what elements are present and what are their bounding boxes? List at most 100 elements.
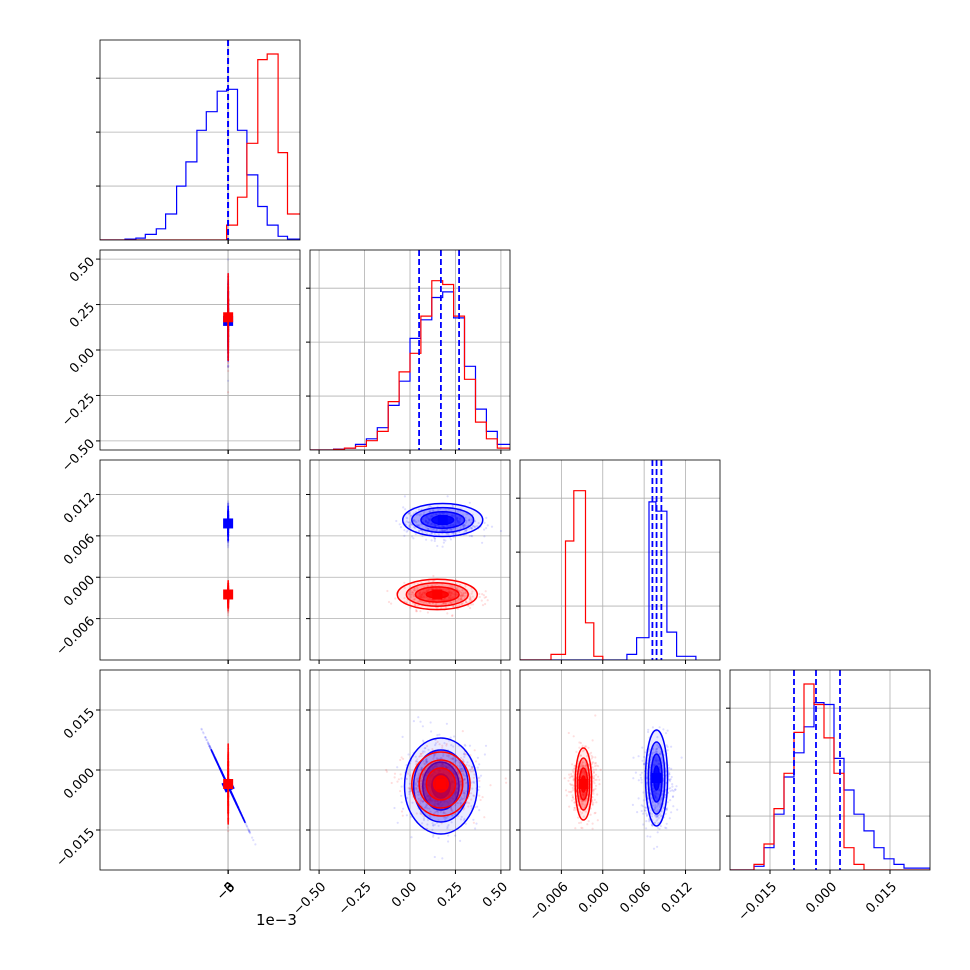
sample-point	[227, 608, 230, 612]
sample-point	[227, 544, 230, 547]
sample-point	[447, 532, 450, 536]
sample-point	[412, 593, 416, 596]
sample-point	[408, 511, 411, 515]
sample-point	[449, 601, 452, 604]
panel-frame	[519, 459, 721, 661]
sample-point	[462, 594, 465, 598]
sample-point	[442, 811, 445, 814]
sample-point	[449, 736, 452, 739]
sample-point	[470, 526, 474, 530]
sample-point	[412, 720, 415, 723]
sample-point	[483, 596, 486, 599]
sample-point	[227, 502, 230, 505]
scatter-panel-3-1	[306, 669, 511, 874]
sample-point	[411, 535, 414, 538]
sample-point	[227, 365, 230, 368]
sample-point	[433, 532, 436, 536]
sample-point	[408, 524, 411, 527]
sample-point	[227, 501, 230, 504]
sample-point	[455, 587, 458, 590]
sample-point	[463, 523, 466, 526]
sample-point	[420, 768, 423, 771]
sample-point	[481, 593, 484, 596]
sample-point	[227, 543, 230, 546]
sample-point	[423, 750, 426, 753]
sample-point	[416, 777, 420, 780]
sample-point	[429, 510, 432, 513]
sample-point	[435, 757, 439, 760]
sample-point	[446, 495, 449, 498]
sample-point	[227, 365, 230, 368]
sample-point	[450, 528, 453, 532]
sample-point	[440, 529, 444, 533]
sample-point	[435, 602, 438, 605]
sample-point	[470, 526, 473, 529]
contour-line	[420, 510, 466, 530]
sample-point	[433, 537, 436, 540]
sample-point	[444, 529, 447, 532]
sample-point	[473, 773, 476, 776]
sample-point	[227, 608, 230, 611]
sample-point	[441, 530, 444, 533]
sample-point	[426, 611, 429, 614]
sample-point	[474, 827, 477, 830]
sample-point	[456, 600, 459, 603]
sample-point	[484, 602, 487, 606]
sample-point	[422, 760, 425, 763]
sample-point	[483, 528, 486, 531]
sample-point	[419, 514, 422, 517]
sample-point	[471, 590, 474, 593]
sample-point	[432, 835, 435, 838]
sample-point	[447, 823, 450, 827]
sample-point	[437, 810, 440, 814]
sample-point	[417, 524, 420, 528]
sample-point	[421, 725, 424, 728]
sample-point	[434, 742, 437, 745]
sample-point	[227, 609, 230, 612]
sample-point	[465, 601, 468, 604]
sample-point	[421, 531, 424, 534]
sample-point	[445, 528, 448, 531]
contour-line	[405, 582, 469, 607]
scatter-panel-1-0	[96, 249, 301, 454]
sample-point	[470, 592, 473, 595]
sample-point	[414, 532, 417, 536]
sample-point	[252, 839, 255, 842]
sample-point	[227, 610, 230, 613]
sample-point	[406, 772, 410, 775]
sample-point	[454, 759, 457, 762]
sample-point	[412, 588, 415, 592]
sample-point	[439, 529, 442, 532]
sample-point	[227, 608, 230, 611]
sample-point	[440, 822, 443, 825]
contour-blue	[223, 505, 234, 542]
sample-point	[420, 752, 423, 756]
hist-blue	[520, 501, 697, 660]
sample-point	[464, 585, 467, 588]
sample-point	[403, 534, 406, 538]
sample-point	[460, 767, 464, 770]
sample-point	[204, 736, 207, 739]
sample-point	[465, 601, 468, 604]
sample-point	[460, 796, 463, 799]
sample-point	[227, 258, 230, 261]
sample-point	[437, 824, 440, 827]
sample-point	[470, 792, 473, 795]
sample-point	[209, 746, 212, 749]
sample-point	[413, 589, 416, 592]
sample-point	[471, 595, 474, 598]
sample-point	[451, 614, 454, 617]
sample-point	[463, 743, 466, 746]
sample-point	[247, 829, 250, 832]
sample-point	[442, 529, 445, 532]
sample-point	[470, 765, 473, 769]
sample-point	[209, 747, 212, 750]
sample-point	[433, 753, 436, 757]
sample-point	[485, 527, 488, 530]
sample-point	[437, 836, 440, 840]
sample-point	[486, 524, 489, 527]
sample-point	[463, 524, 466, 527]
sample-point	[460, 815, 463, 819]
sample-point	[479, 798, 482, 802]
hist-panel-0	[96, 39, 301, 244]
